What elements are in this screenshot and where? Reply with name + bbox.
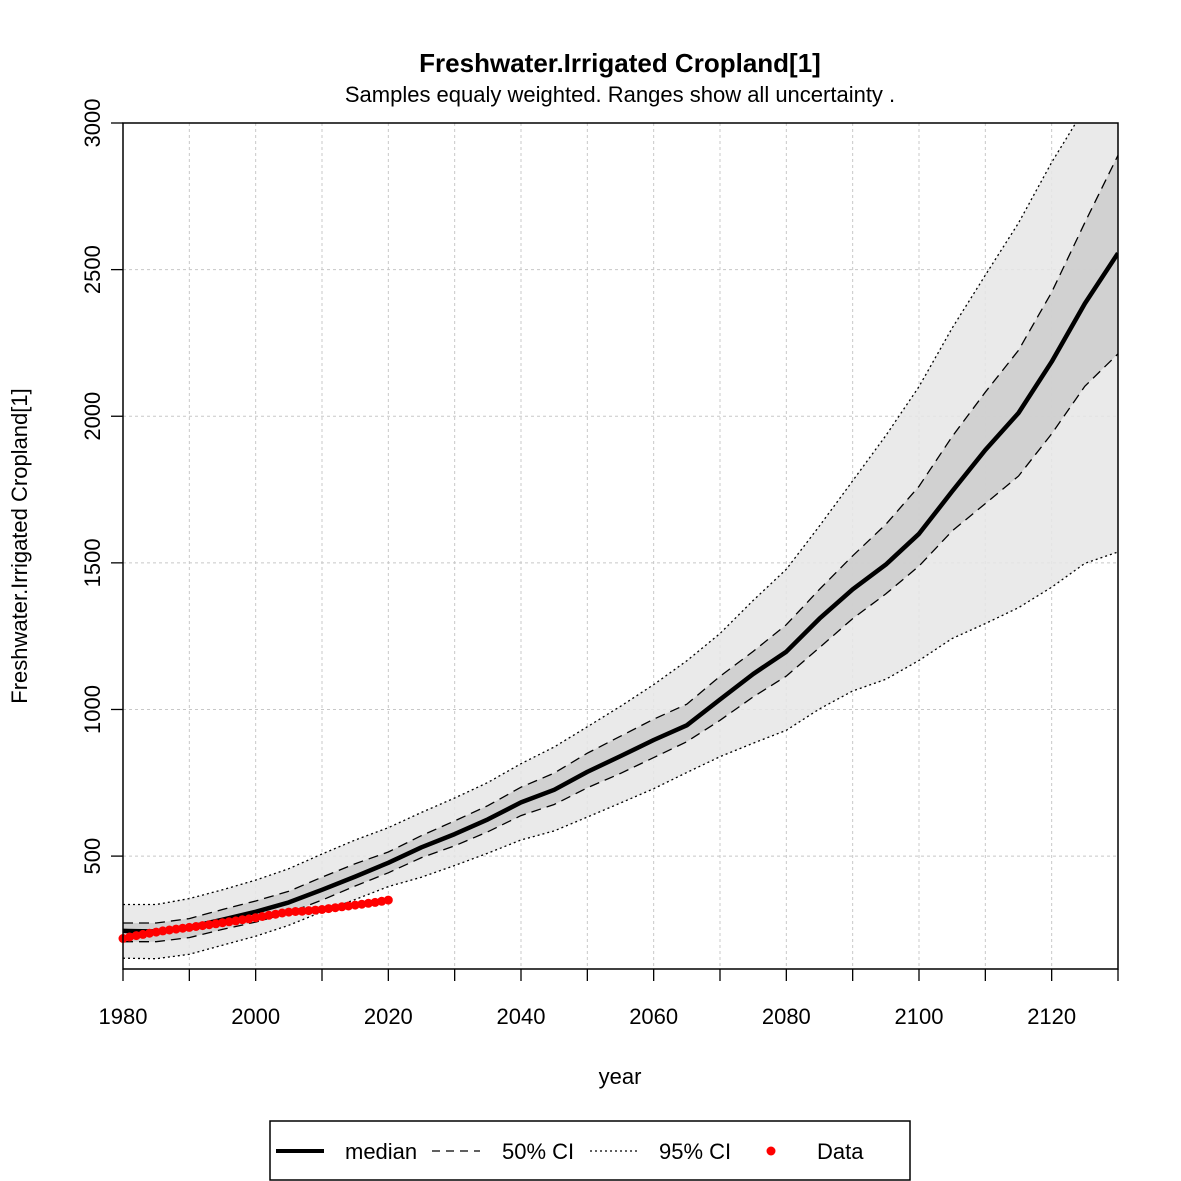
legend-median-label: median bbox=[345, 1139, 417, 1164]
legend: median 50% CI 95% CI Data bbox=[269, 1120, 911, 1181]
data-point bbox=[204, 920, 214, 930]
data-point bbox=[244, 914, 254, 924]
x-tick-label: 2120 bbox=[1027, 1004, 1076, 1029]
data-point bbox=[291, 907, 300, 916]
data-point bbox=[164, 925, 174, 935]
data-point bbox=[297, 906, 307, 916]
y-tick-label: 2000 bbox=[80, 392, 105, 441]
data-point bbox=[344, 901, 353, 911]
x-axis: 1980 2000 2020 2040 2060 2080 2100 2120 bbox=[99, 969, 1119, 1029]
x-tick-label: 2020 bbox=[364, 1004, 413, 1029]
line-95ci-lower bbox=[123, 551, 1118, 960]
data-point bbox=[337, 902, 347, 912]
y-tick-label: 1000 bbox=[80, 685, 105, 734]
x-tick-label: 2060 bbox=[629, 1004, 678, 1029]
data-point bbox=[310, 905, 320, 915]
x-axis-label: year bbox=[599, 1064, 642, 1089]
y-axis: 500 1000 1500 2000 2500 3000 bbox=[80, 99, 123, 875]
data-point bbox=[330, 903, 340, 913]
legend-50ci-label: 50% CI bbox=[502, 1139, 574, 1164]
data-point bbox=[218, 918, 227, 928]
data-point bbox=[324, 904, 334, 914]
data-point bbox=[264, 910, 274, 920]
legend-95ci-label: 95% CI bbox=[659, 1139, 731, 1164]
data-point bbox=[145, 928, 154, 938]
data-point bbox=[184, 922, 194, 932]
x-tick-label: 2080 bbox=[762, 1004, 811, 1029]
data-point bbox=[350, 900, 360, 910]
x-tick-label: 2040 bbox=[497, 1004, 546, 1029]
plot-frame bbox=[122, 122, 1119, 970]
legend-data-swatch bbox=[766, 1146, 776, 1156]
data-point bbox=[237, 915, 247, 925]
chart-title: Freshwater.Irrigated Cropland[1] bbox=[419, 48, 821, 78]
y-tick-label: 2500 bbox=[80, 245, 105, 294]
data-point bbox=[357, 899, 367, 909]
data-point bbox=[363, 898, 373, 908]
x-tick-label: 2000 bbox=[231, 1004, 280, 1029]
x-tick-label: 2100 bbox=[895, 1004, 944, 1029]
data-point bbox=[284, 907, 294, 917]
y-tick-label: 1500 bbox=[80, 538, 105, 587]
data-point bbox=[383, 895, 393, 905]
data-point bbox=[277, 908, 287, 918]
y-axis-label: Freshwater.Irrigated Cropland[1] bbox=[7, 388, 32, 704]
line-median bbox=[123, 251, 1118, 934]
x-tick-label: 1980 bbox=[99, 1004, 148, 1029]
line-50ci-upper bbox=[123, 155, 1118, 924]
data-point bbox=[198, 921, 208, 931]
legend-data-label: Data bbox=[817, 1139, 864, 1164]
data-point bbox=[125, 932, 135, 942]
line-95ci-upper bbox=[123, 123, 1077, 906]
data-point bbox=[304, 906, 314, 916]
data-point bbox=[158, 926, 168, 936]
y-tick-label: 3000 bbox=[80, 99, 105, 148]
data-point bbox=[224, 917, 234, 927]
data-point bbox=[317, 905, 327, 914]
band-50ci bbox=[123, 155, 1118, 942]
data-point bbox=[171, 924, 181, 934]
y-tick-label: 500 bbox=[80, 838, 105, 875]
data-point bbox=[178, 923, 188, 933]
data-point bbox=[191, 922, 201, 931]
uncertainty-bands bbox=[123, 123, 1118, 959]
chart-subtitle: Samples equaly weighted. Ranges show all… bbox=[345, 82, 895, 107]
